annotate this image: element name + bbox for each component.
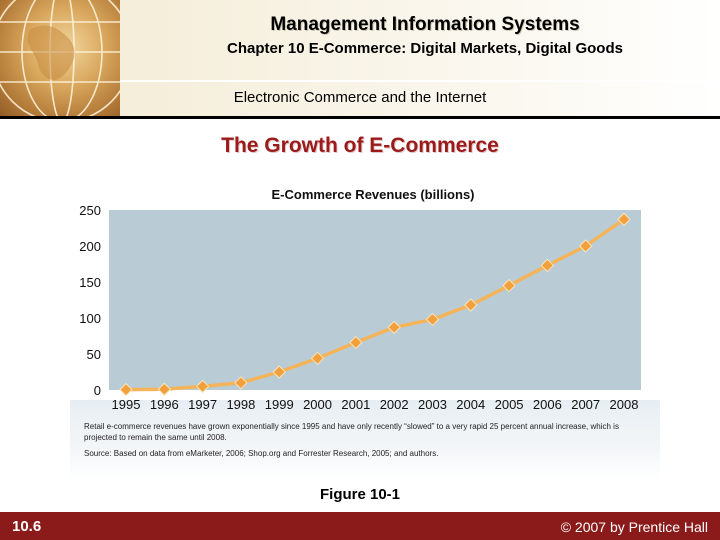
revenue-series-line bbox=[125, 217, 625, 392]
x-tick-label: 2004 bbox=[456, 397, 485, 412]
data-point-marker bbox=[272, 365, 286, 379]
data-point-marker bbox=[387, 320, 401, 335]
data-point-marker bbox=[578, 239, 593, 253]
data-points bbox=[119, 212, 631, 397]
x-tick-label: 2002 bbox=[380, 397, 409, 412]
copyright-text: © 2007 by Prentice Hall bbox=[560, 519, 708, 535]
chapter-title: Chapter 10 E-Commerce: Digital Markets, … bbox=[227, 40, 623, 57]
data-point-marker bbox=[502, 278, 516, 293]
section-title: Electronic Commerce and the Internet bbox=[233, 89, 487, 106]
figure-background bbox=[70, 400, 660, 480]
header-divider bbox=[120, 80, 720, 82]
header-rule bbox=[0, 116, 720, 119]
y-tick-label: 150 bbox=[79, 275, 101, 290]
slide-footer: 10.6 © 2007 by Prentice Hall bbox=[0, 512, 720, 540]
x-tick-label: 2007 bbox=[571, 397, 600, 412]
data-point-marker bbox=[349, 335, 363, 350]
globe-icon bbox=[0, 0, 120, 118]
page-number: 10.6 bbox=[12, 518, 42, 535]
data-point-marker bbox=[157, 382, 172, 396]
course-title: Management Information Systems bbox=[270, 14, 580, 35]
y-tick-label: 100 bbox=[79, 311, 101, 326]
data-point-marker bbox=[425, 312, 440, 327]
figure-source: Source: Based on data from eMarketer, 20… bbox=[84, 449, 439, 458]
revenue-line-chart: E-Commerce Revenues (billions) 0 50 100 150… bbox=[79, 187, 641, 412]
slide-title: The Growth of E-Commerce bbox=[221, 134, 499, 157]
data-point-marker bbox=[310, 351, 325, 366]
x-tick-label: 2000 bbox=[303, 397, 332, 412]
x-tick-label: 1996 bbox=[150, 397, 179, 412]
x-tick-label: 2001 bbox=[341, 397, 370, 412]
x-tick-label: 1995 bbox=[112, 397, 141, 412]
y-tick-label: 200 bbox=[79, 239, 101, 254]
plot-area bbox=[109, 210, 641, 390]
data-point-marker bbox=[195, 379, 210, 394]
y-tick-label: 250 bbox=[79, 203, 101, 218]
x-tick-label: 1998 bbox=[226, 397, 255, 412]
x-tick-label: 1999 bbox=[265, 397, 294, 412]
y-tick-label: 50 bbox=[87, 347, 101, 362]
figure-label: Figure 10-1 bbox=[319, 486, 401, 503]
x-tick-label: 2008 bbox=[610, 397, 639, 412]
figure-caption: Retail e-commerce revenues have grown ex… bbox=[84, 422, 619, 442]
data-point-marker bbox=[119, 382, 133, 397]
slide-header: Management Information Systems Chapter 1… bbox=[0, 0, 720, 118]
data-point-marker bbox=[617, 212, 631, 227]
x-tick-label: 2003 bbox=[418, 397, 447, 412]
data-point-marker bbox=[464, 298, 478, 312]
y-tick-label: 0 bbox=[94, 383, 101, 398]
y-axis: 0 50 100 150 200 250 bbox=[79, 203, 101, 398]
data-point-marker bbox=[234, 376, 248, 390]
x-tick-label: 2005 bbox=[495, 397, 524, 412]
chart-title: E-Commerce Revenues (billions) bbox=[272, 187, 475, 202]
x-axis: 1995 1996 1997 1998 1999 2000 2001 2002 2003 2004… bbox=[112, 397, 639, 412]
data-point-marker bbox=[540, 258, 555, 273]
x-tick-label: 2006 bbox=[533, 397, 562, 412]
x-tick-label: 1997 bbox=[188, 397, 217, 412]
